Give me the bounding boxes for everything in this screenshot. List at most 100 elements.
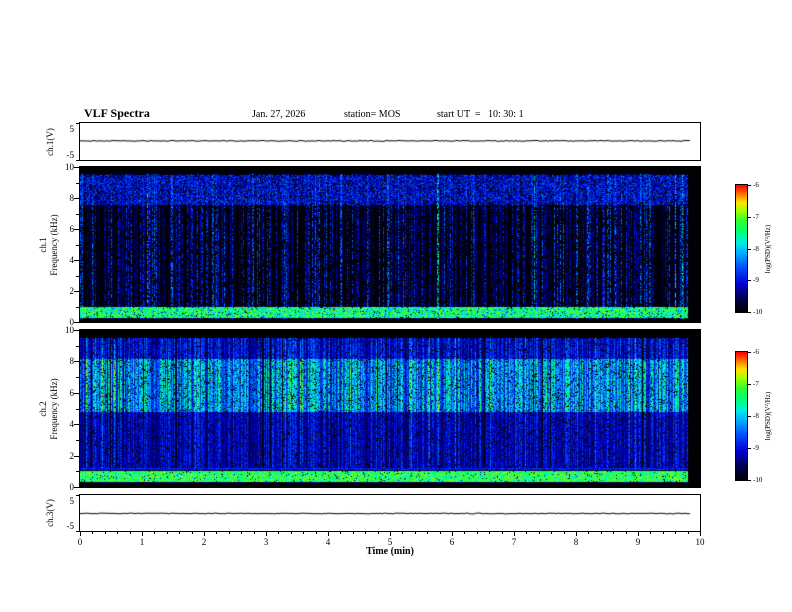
x-tick bbox=[402, 531, 403, 534]
y-tick bbox=[76, 495, 79, 496]
x-tick bbox=[105, 531, 106, 534]
colorbar-tick bbox=[748, 448, 751, 449]
colorbar-ch1 bbox=[735, 184, 748, 313]
ch1-spectrogram-canvas bbox=[80, 167, 700, 322]
y-tick-label: 5 bbox=[69, 124, 75, 134]
x-tick bbox=[340, 531, 341, 534]
x-tick-label: 3 bbox=[263, 537, 269, 547]
x-tick bbox=[440, 531, 441, 534]
colorbar-tick-label: -9 bbox=[753, 444, 759, 452]
y-tick bbox=[76, 183, 79, 184]
y-tick bbox=[76, 123, 79, 124]
y-tick-label: 6 bbox=[69, 388, 75, 398]
colorbar-tick bbox=[748, 352, 751, 353]
colorbar-tick bbox=[748, 416, 751, 417]
y-tick bbox=[74, 229, 79, 230]
colorbar-tick-label: -7 bbox=[753, 380, 759, 388]
x-tick bbox=[576, 531, 577, 536]
colorbar-tick bbox=[748, 185, 751, 186]
x-tick bbox=[626, 531, 627, 534]
x-tick bbox=[638, 531, 639, 536]
y-tick-label: 8 bbox=[69, 356, 75, 366]
y-tick bbox=[76, 440, 79, 441]
x-tick bbox=[390, 531, 391, 536]
x-tick bbox=[179, 531, 180, 534]
x-tick bbox=[464, 531, 465, 534]
x-tick bbox=[613, 531, 614, 534]
colorbar-tick-label: -8 bbox=[753, 245, 759, 253]
x-tick bbox=[526, 531, 527, 534]
x-tick bbox=[452, 531, 453, 536]
x-tick bbox=[204, 531, 205, 536]
y-tick-label: 2 bbox=[69, 451, 75, 461]
y-tick-label: 2 bbox=[69, 286, 75, 296]
colorbar-tick-label: -10 bbox=[753, 476, 763, 484]
x-tick bbox=[316, 531, 317, 534]
x-tick bbox=[564, 531, 565, 534]
colorbar-tick bbox=[748, 249, 751, 250]
y-tick bbox=[74, 456, 79, 457]
colorbar-ch2-gradient bbox=[736, 352, 747, 480]
x-tick-label: 0 bbox=[77, 537, 83, 547]
y-tick bbox=[76, 377, 79, 378]
figure-start-ut: start UT = 10: 30: 1 bbox=[437, 109, 524, 120]
y-tick-label: 5 bbox=[69, 496, 75, 506]
y-tick bbox=[74, 487, 79, 488]
x-tick-label: 9 bbox=[635, 537, 641, 547]
x-tick bbox=[477, 531, 478, 534]
panel-ch3-voltage bbox=[79, 494, 701, 532]
x-tick bbox=[502, 531, 503, 534]
x-tick bbox=[154, 531, 155, 534]
y-tick bbox=[76, 409, 79, 410]
x-tick bbox=[663, 531, 664, 534]
colorbar-tick bbox=[748, 480, 751, 481]
x-tick bbox=[601, 531, 602, 534]
x-tick bbox=[514, 531, 515, 536]
x-tick bbox=[353, 531, 354, 534]
y-tick bbox=[74, 424, 79, 425]
x-tick-label: 10 bbox=[695, 537, 705, 547]
y-tick bbox=[76, 276, 79, 277]
y-tick bbox=[76, 346, 79, 347]
ch3-voltage-ylabel: ch.3(V) bbox=[45, 443, 57, 583]
x-tick bbox=[328, 531, 329, 536]
y-tick bbox=[74, 167, 79, 168]
x-tick bbox=[278, 531, 279, 534]
x-tick-label: 8 bbox=[573, 537, 579, 547]
y-tick-label: 4 bbox=[69, 255, 75, 265]
time-axis-label: Time (min) bbox=[366, 546, 414, 557]
colorbar-tick bbox=[748, 280, 751, 281]
y-tick-label: -5 bbox=[66, 521, 75, 531]
y-tick bbox=[76, 531, 79, 532]
y-tick bbox=[74, 260, 79, 261]
figure-date: Jan. 27, 2026 bbox=[252, 109, 306, 120]
colorbar-tick-label: -7 bbox=[753, 213, 759, 221]
figure-station: station= MOS bbox=[344, 109, 401, 120]
panel-ch2-spectrogram bbox=[79, 329, 701, 488]
x-tick bbox=[192, 531, 193, 534]
ch3-voltage-trace bbox=[80, 495, 700, 531]
y-tick bbox=[76, 214, 79, 215]
colorbar-ch2 bbox=[735, 351, 748, 481]
colorbar-tick bbox=[748, 217, 751, 218]
x-tick bbox=[675, 531, 676, 534]
panel-ch1-spectrogram bbox=[79, 166, 701, 323]
y-tick-label: 10 bbox=[65, 325, 74, 335]
colorbar-tick-label: -6 bbox=[753, 181, 759, 189]
y-tick-label: 0 bbox=[69, 482, 75, 492]
y-tick-label: 6 bbox=[69, 224, 75, 234]
y-tick bbox=[76, 160, 79, 161]
x-tick-label: 6 bbox=[449, 537, 455, 547]
x-tick bbox=[266, 531, 267, 536]
colorbar-ch1-gradient bbox=[736, 185, 747, 312]
ch2-spectrogram-canvas bbox=[80, 330, 700, 487]
figure-title: VLF Spectra bbox=[84, 106, 150, 120]
x-tick-label: 2 bbox=[201, 537, 207, 547]
x-tick-label: 5 bbox=[387, 537, 393, 547]
y-tick bbox=[74, 330, 79, 331]
x-tick bbox=[378, 531, 379, 534]
colorbar-tick-label: -10 bbox=[753, 308, 763, 316]
x-tick bbox=[650, 531, 651, 534]
x-tick bbox=[92, 531, 93, 534]
